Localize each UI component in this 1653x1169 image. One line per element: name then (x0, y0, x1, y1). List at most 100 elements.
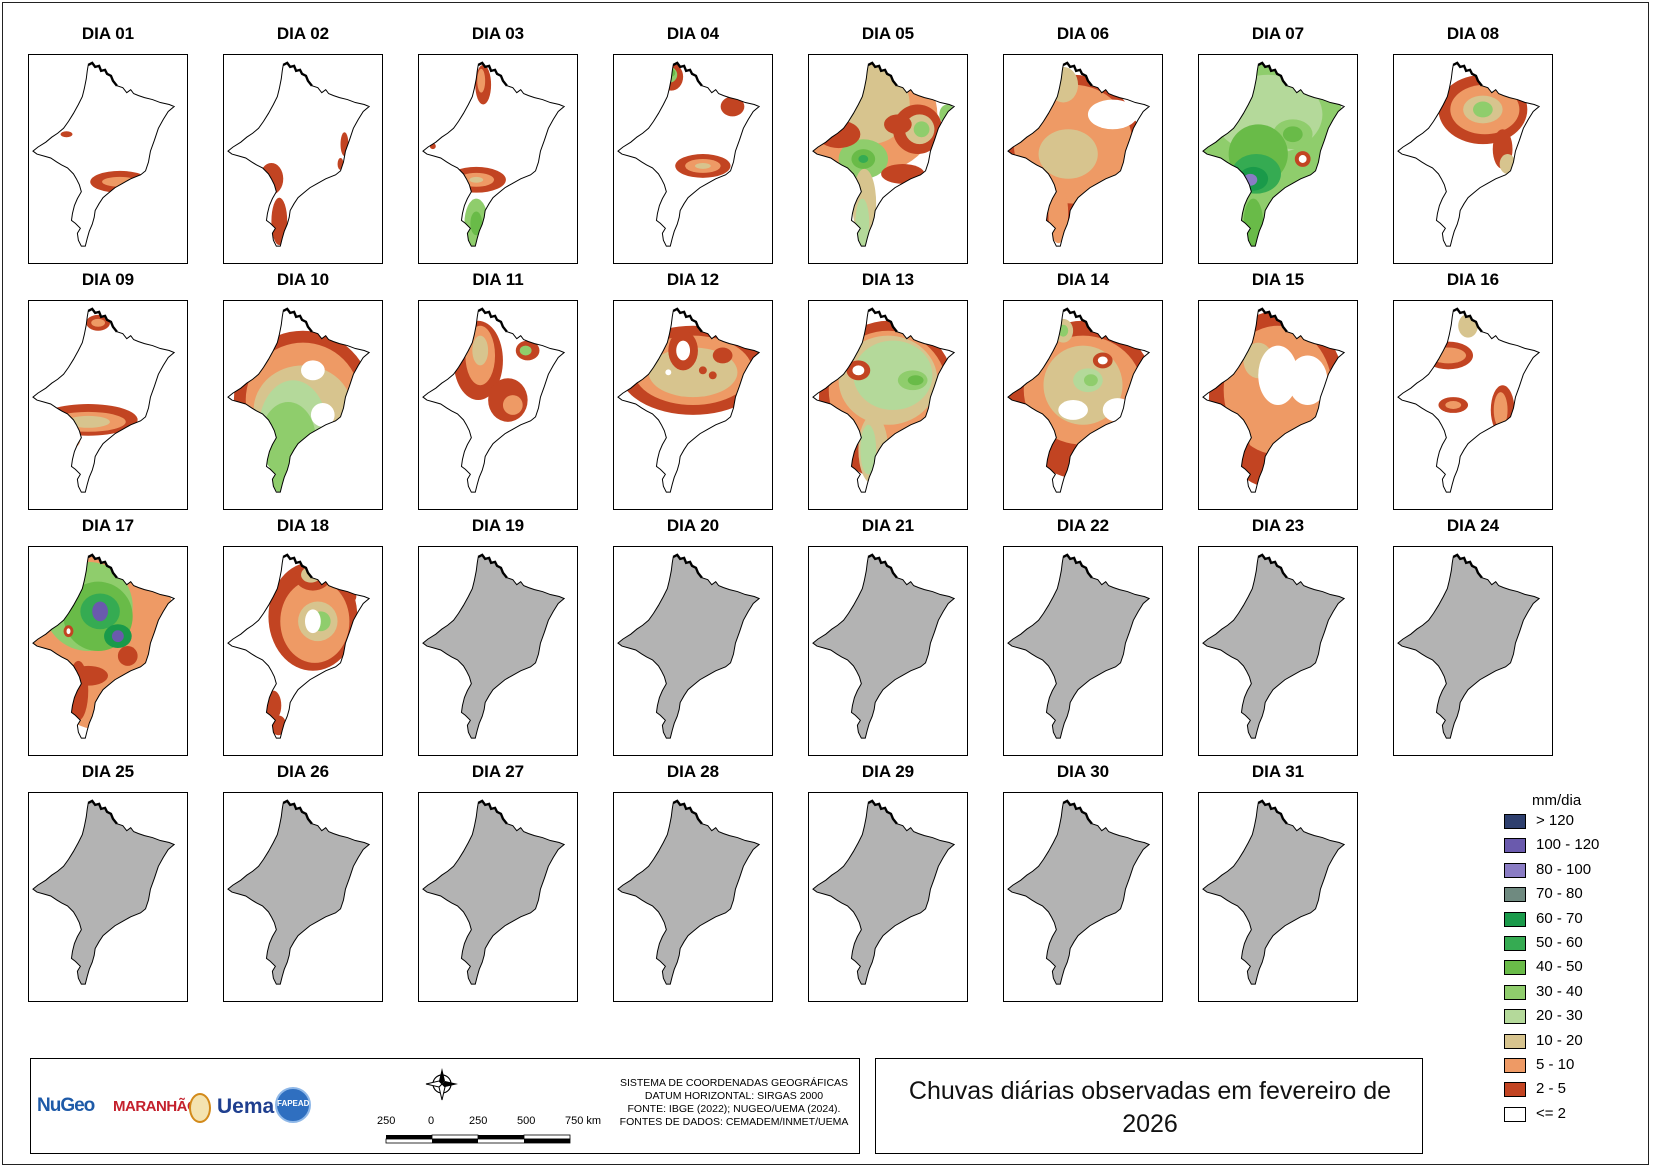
rain-contour-zone (519, 345, 532, 356)
maranhao-map (812, 553, 956, 739)
rain-contour-zone (907, 375, 924, 386)
daily-rain-map (223, 54, 383, 264)
day-title: DIA 18 (276, 516, 330, 535)
fapead-logo-icon: FAPEAD (275, 1087, 311, 1123)
rain-contour-zone (858, 155, 869, 163)
day-title: DIA 16 (1446, 270, 1500, 289)
day-title: DIA 14 (1056, 270, 1110, 289)
legend-swatch (1504, 814, 1526, 829)
rain-contour-zone (884, 114, 912, 135)
legend-item: 100 - 120 (1496, 834, 1636, 858)
rain-contour-zone (1083, 374, 1098, 387)
rain-contour-zone (698, 366, 707, 375)
legend-swatch (1504, 887, 1526, 903)
coastline (1452, 553, 1483, 579)
daily-rain-map (1198, 546, 1358, 756)
state-shape (32, 308, 175, 493)
day-title: DIA 30 (1056, 762, 1110, 781)
legend-label: <= 2 (1536, 1104, 1567, 1122)
daily-rain-map (28, 54, 188, 264)
legend-title: mm/dia (1532, 792, 1582, 809)
rain-contour-zone (1445, 401, 1462, 409)
coastline (87, 307, 118, 333)
fapead-logo-text: FAPEAD (277, 1099, 310, 1108)
daily-rain-map (613, 54, 773, 264)
north-arrow-icon (425, 1068, 458, 1101)
coastline (282, 799, 313, 825)
day-title: DIA 03 (471, 24, 525, 43)
coastline (282, 553, 313, 579)
rain-contour-zone (694, 162, 711, 169)
day-title: DIA 24 (1446, 516, 1500, 535)
map-title: Chuvas diárias observadas em fevereiro d… (908, 1077, 1392, 1138)
rain-contour-zone (881, 163, 925, 184)
legend-item: 80 - 100 (1496, 859, 1636, 883)
rain-contour-zone (60, 131, 73, 138)
rain-contour-zone (1473, 101, 1493, 118)
rain-contour-zone (661, 66, 678, 83)
coastline (672, 307, 703, 333)
rain-contour-zone (1287, 355, 1328, 405)
daily-rain-map (1003, 792, 1163, 1002)
day-title: DIA 15 (1251, 270, 1305, 289)
rain-contour-zone (1058, 400, 1088, 420)
legend-item: 10 - 20 (1496, 1030, 1636, 1054)
day-title: DIA 06 (1056, 24, 1110, 43)
maranhao-map (617, 61, 761, 247)
legend-item: 20 - 30 (1496, 1005, 1636, 1029)
maranhao-map (1397, 307, 1541, 493)
state-outline (422, 308, 566, 493)
state-outline (1202, 554, 1346, 739)
rain-contour-zone (1048, 66, 1079, 103)
daily-rain-map (613, 546, 773, 756)
rain-contour-zone (720, 96, 745, 117)
state-outline (1202, 800, 1346, 985)
maranhao-map (422, 307, 566, 493)
daily-rain-map (223, 792, 383, 1002)
coastline (477, 553, 508, 579)
legend-label: 100 - 120 (1536, 836, 1600, 854)
maranhao-map (1202, 61, 1346, 247)
state-outline (617, 308, 761, 493)
state-shape (1397, 554, 1540, 739)
state-outline (617, 62, 761, 247)
coastline (1062, 799, 1093, 825)
maranhao-logo: MARANHÃO (113, 1098, 199, 1115)
state-outline (812, 62, 956, 247)
rain-contour-zone (477, 68, 486, 93)
state-shape (1202, 554, 1345, 739)
rain-contour-zone (665, 369, 672, 376)
legend-label: 5 - 10 (1536, 1056, 1575, 1073)
state-outline (32, 62, 176, 247)
day-title: DIA 25 (81, 762, 135, 781)
state-outline (1007, 308, 1151, 493)
coastline (87, 61, 118, 87)
day-title: DIA 26 (276, 762, 330, 781)
coastline (1452, 307, 1483, 333)
daily-rain-map (418, 792, 578, 1002)
daily-rain-map (1003, 300, 1163, 510)
credit-line-1: SISTEMA DE COORDENADAS GEOGRÁFICAS (619, 1077, 849, 1089)
coastline (672, 553, 703, 579)
legend-label: 40 - 50 (1536, 958, 1583, 976)
daily-rain-map (1198, 54, 1358, 264)
day-title: DIA 27 (471, 762, 525, 781)
rain-contour-zone (1298, 155, 1307, 163)
legend-swatch (1504, 1033, 1526, 1049)
day-title: DIA 20 (666, 516, 720, 535)
day-title: DIA 08 (1446, 24, 1500, 43)
coastline (87, 799, 118, 825)
rain-contour-zone (1097, 356, 1108, 365)
coastline (87, 553, 118, 579)
daily-rain-map (808, 54, 968, 264)
legend-swatch (1504, 1106, 1526, 1122)
rain-contour-zone (1220, 100, 1257, 129)
maranhao-map (32, 553, 176, 739)
legend-item: 2 - 5 (1496, 1078, 1636, 1102)
maranhao-map (1007, 307, 1151, 493)
legend-swatch (1504, 960, 1526, 976)
rain-contour-zone (1038, 129, 1098, 179)
credit-line-3: FONTE: IBGE (2022); NUGEO/UEMA (2024). (627, 1103, 841, 1115)
rain-contour-zone (1122, 97, 1143, 122)
